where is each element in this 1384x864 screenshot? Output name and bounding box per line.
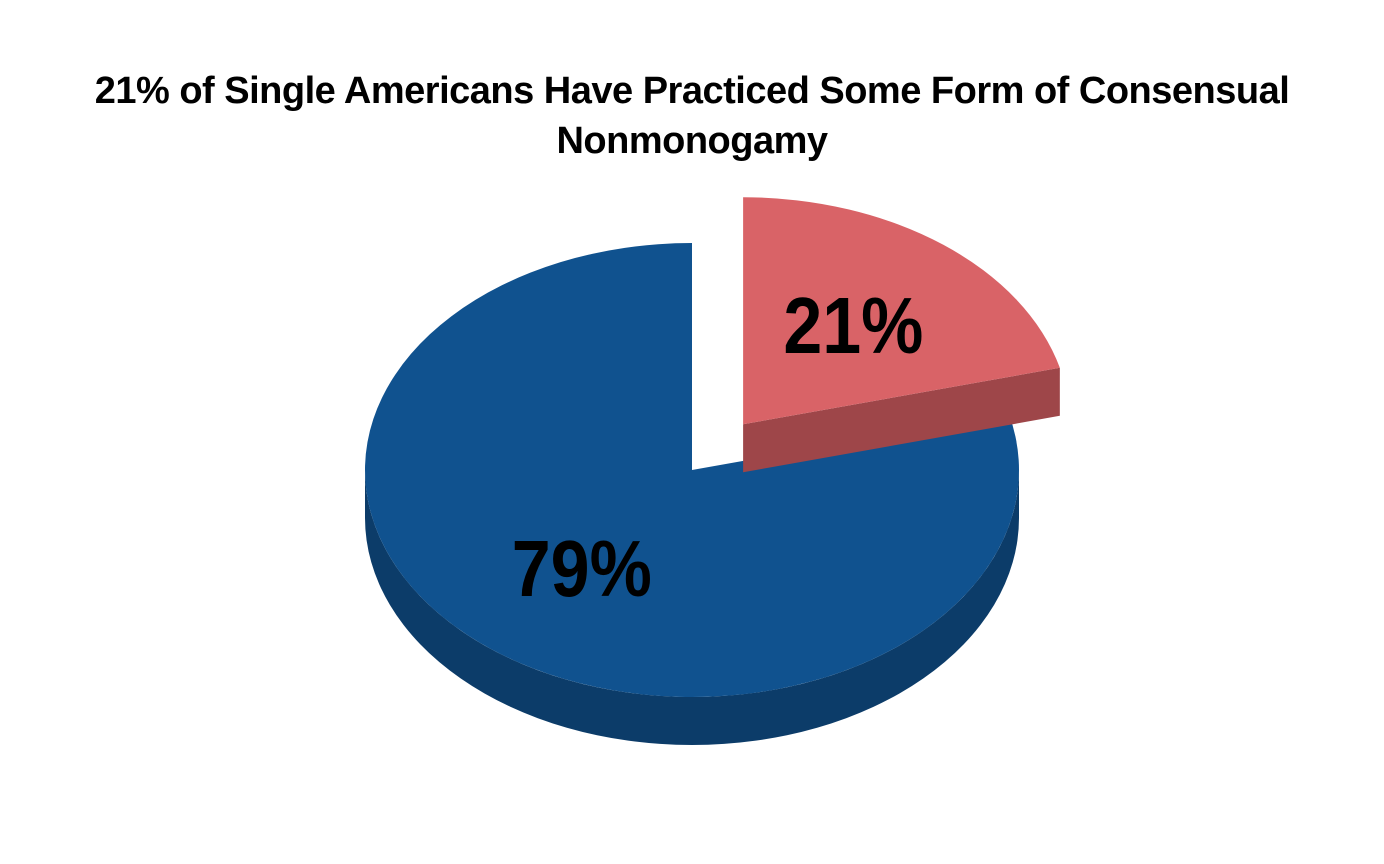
pie-slice xyxy=(743,197,1060,425)
chart-title: 21% of Single Americans Have Practiced S… xyxy=(0,66,1384,166)
chart-title-line-1: 21% of Single Americans Have Practiced S… xyxy=(94,70,1290,112)
slice-label: 79% xyxy=(512,524,652,613)
pie-slice-cut-side xyxy=(743,367,1060,473)
pie-slice xyxy=(365,243,1019,697)
slice-label: 21% xyxy=(783,281,923,370)
pie-slice-rim-side xyxy=(365,470,1019,745)
chart-title-line-2: Nonmonogamy xyxy=(556,120,828,162)
